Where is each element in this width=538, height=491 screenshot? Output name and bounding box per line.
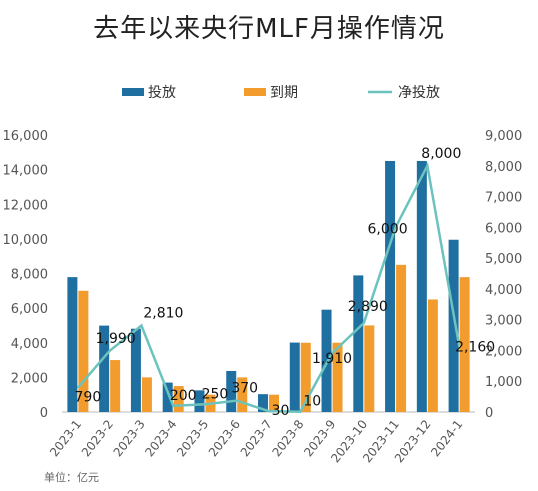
bar-invest [226, 370, 237, 412]
left-axis-tick: 6,000 [11, 302, 48, 317]
data-label-net: 790 [75, 390, 102, 406]
bar-invest [162, 382, 173, 412]
chart-title: 去年以来央行MLF月操作情况 [93, 14, 445, 44]
data-label-net: 250 [202, 386, 229, 402]
right-axis-tick: 4,000 [485, 283, 522, 298]
data-label-net: 1,910 [312, 351, 352, 367]
bar-invest [385, 160, 396, 412]
bar-invest [353, 275, 364, 412]
right-axis-tick: 2,000 [485, 344, 522, 359]
legend-label-expire: 到期 [270, 85, 298, 101]
data-label-net: 2,890 [348, 299, 388, 315]
bar-invest [258, 394, 268, 412]
bar-expire [78, 290, 89, 412]
bar-expire [141, 377, 152, 412]
bar-expire [396, 264, 407, 412]
right-axis-tick: 3,000 [485, 314, 522, 329]
data-label-net: 6,000 [368, 221, 408, 237]
bar-invest [416, 160, 427, 412]
bar-invest [130, 328, 141, 412]
data-label-net: 2,810 [143, 306, 183, 322]
right-axis-tick: 6,000 [485, 221, 522, 236]
right-axis-tick: 9,000 [485, 129, 522, 144]
bar-expire [300, 342, 311, 412]
left-axis-tick: 12,000 [3, 198, 49, 213]
data-label-net: 30 [272, 403, 290, 419]
legend-swatch-expire [244, 88, 266, 96]
left-axis-tick: 4,000 [11, 337, 48, 352]
bar-expire [332, 342, 343, 412]
x-axis-tick: 2024-1 [428, 417, 465, 459]
left-axis-tick: 16,000 [3, 129, 49, 144]
legend-label-invest: 投放 [148, 85, 176, 101]
bar-invest [67, 277, 78, 412]
bar-invest [99, 325, 110, 412]
x-axis-tick: 2023-1 [47, 417, 84, 459]
data-label-net: 370 [231, 381, 258, 397]
x-axis-tick: 2023-4 [142, 417, 179, 459]
bar-invest [194, 390, 205, 412]
bar-expire [110, 360, 121, 412]
data-label-net: 1,990 [96, 331, 136, 347]
left-axis-tick: 10,000 [3, 233, 49, 248]
unit-note: 单位：亿元 [44, 471, 99, 484]
bar-invest [448, 239, 459, 412]
bar-expire [173, 386, 184, 412]
left-axis-tick: 8,000 [11, 268, 48, 283]
data-label-net: 2,160 [455, 340, 495, 356]
data-label-net: 8,000 [421, 146, 461, 162]
x-axis-tick: 2023-5 [174, 417, 211, 459]
right-axis-tick: 8,000 [485, 160, 522, 175]
left-axis-tick: 14,000 [3, 164, 49, 179]
right-axis-tick: 0 [485, 406, 493, 421]
left-axis-tick: 0 [40, 406, 48, 421]
data-label-net: 200 [170, 388, 197, 404]
series-line-net [76, 161, 461, 413]
right-axis-tick: 5,000 [485, 252, 522, 267]
right-axis-tick: 7,000 [485, 191, 522, 206]
x-axis-tick: 2023-3 [111, 417, 148, 459]
bar-invest [289, 342, 300, 412]
bar-expire [237, 377, 248, 412]
left-axis-tick: 2,000 [11, 371, 48, 386]
bar-expire [427, 299, 438, 412]
bar-expire [269, 394, 279, 412]
bar-expire [364, 325, 375, 412]
legend-swatch-invest [122, 88, 144, 96]
x-axis-tick: 2023-7 [238, 417, 275, 459]
x-axis-tick: 2023-2 [79, 417, 116, 459]
data-label-net: 10 [303, 394, 321, 410]
x-axis-tick: 2023-6 [206, 417, 243, 459]
x-axis-tick: 2023-8 [269, 417, 306, 459]
right-axis-tick: 1,000 [485, 375, 522, 390]
legend-label-net: 净投放 [398, 85, 440, 101]
bar-expire [459, 277, 470, 412]
